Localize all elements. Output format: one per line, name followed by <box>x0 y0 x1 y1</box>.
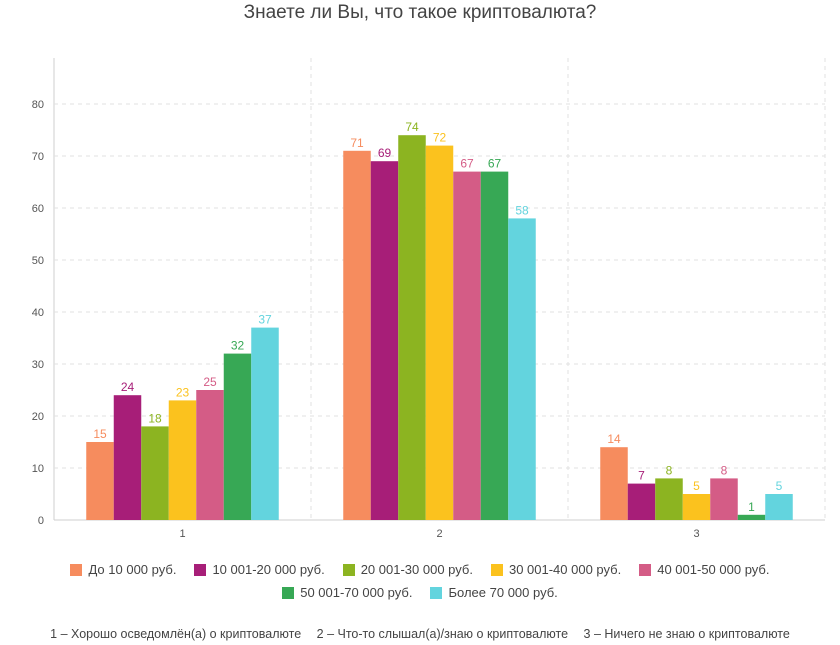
bar <box>370 161 399 520</box>
data-label: 5 <box>776 479 783 493</box>
data-label: 7 <box>638 469 645 483</box>
category-footnotes: 1 – Хорошо осведомлён(а) о криптовалюте … <box>0 627 840 641</box>
legend-item[interactable]: 40 001-50 000 руб. <box>639 562 770 577</box>
bar <box>196 390 224 520</box>
data-label: 71 <box>350 136 364 150</box>
legend-swatch <box>194 563 207 576</box>
data-label: 58 <box>515 203 529 217</box>
data-label: 72 <box>433 131 447 145</box>
bar <box>627 483 656 520</box>
y-tick-label: 80 <box>32 99 44 111</box>
legend-row: До 10 000 руб. 10 001-20 000 руб. 20 001-3… <box>0 562 840 577</box>
bar-chart: 0102030405060708015241823253237171697472… <box>32 58 826 540</box>
data-label: 8 <box>721 463 728 477</box>
legend-swatch <box>342 563 355 576</box>
legend-swatch <box>70 563 83 576</box>
chart-title: Знаете ли Вы, что такое криптовалюта? <box>243 2 597 23</box>
data-label: 15 <box>93 427 107 441</box>
y-tick-label: 50 <box>32 255 44 267</box>
legend: До 10 000 руб. 10 001-20 000 руб. 20 001-3… <box>0 562 840 608</box>
bar <box>168 400 197 520</box>
bar <box>480 171 509 520</box>
data-label: 37 <box>258 313 272 327</box>
legend-label: До 10 000 руб. <box>88 562 177 577</box>
legend-label: 10 001-20 000 руб. <box>212 562 325 577</box>
bar <box>682 494 711 520</box>
y-tick-label: 10 <box>32 463 44 475</box>
legend-label: 50 001-70 000 руб. <box>300 585 413 600</box>
legend-label: 30 001-40 000 руб. <box>508 562 622 577</box>
data-label: 23 <box>176 385 190 399</box>
data-label: 74 <box>405 120 419 134</box>
legend-item[interactable]: Более 70 000 руб. <box>430 585 558 600</box>
legend-item[interactable]: 10 001-20 000 руб. <box>194 562 325 577</box>
x-tick-label: 3 <box>693 528 699 540</box>
x-tick-label: 2 <box>436 528 442 540</box>
data-label: 67 <box>460 157 474 171</box>
legend-item[interactable]: 50 001-70 000 руб. <box>282 585 412 600</box>
data-label: 5 <box>693 479 700 493</box>
data-label: 32 <box>231 339 245 353</box>
data-label: 69 <box>378 146 392 160</box>
bar <box>113 395 142 520</box>
bar <box>765 494 793 520</box>
data-label: 18 <box>148 411 162 425</box>
bar <box>343 150 371 521</box>
y-tick-label: 30 <box>32 359 44 371</box>
y-tick-label: 40 <box>32 307 44 319</box>
data-label: 24 <box>121 380 135 394</box>
data-label: 67 <box>488 157 502 171</box>
bar <box>600 447 628 520</box>
y-tick-label: 0 <box>38 515 44 527</box>
legend-item[interactable]: До 10 000 руб. <box>70 562 176 577</box>
legend-row: 50 001-70 000 руб. Более 70 000 руб. <box>0 585 840 600</box>
bar <box>251 327 279 520</box>
data-label: 25 <box>203 375 217 389</box>
bar <box>737 514 766 520</box>
footnote-3: 3 – Ничего не знаю о криптовалюте <box>583 627 790 641</box>
data-label: 8 <box>666 463 673 477</box>
bar <box>425 145 454 520</box>
data-label: 14 <box>607 432 621 446</box>
data-label: 1 <box>748 500 755 514</box>
bar <box>141 426 169 520</box>
bar <box>655 478 683 520</box>
legend-swatch <box>430 586 443 599</box>
legend-swatch <box>490 563 503 576</box>
bar <box>86 442 114 520</box>
bar <box>508 218 536 520</box>
legend-item[interactable]: 30 001-40 000 руб. <box>490 562 622 577</box>
bar <box>398 135 426 520</box>
footnote-2: 2 – Что-то слышал(а)/знаю о криптовалюте <box>316 627 569 641</box>
bar <box>223 353 252 520</box>
legend-swatch <box>639 563 652 576</box>
legend-swatch <box>282 586 295 599</box>
legend-label: Более 70 000 руб. <box>448 585 558 600</box>
x-tick-label: 1 <box>179 528 185 540</box>
legend-item[interactable]: 20 001-30 000 руб. <box>342 562 473 577</box>
bar <box>453 171 481 520</box>
y-tick-label: 60 <box>32 203 44 215</box>
legend-label: 40 001-50 000 руб. <box>657 562 770 577</box>
footnote-1: 1 – Хорошо осведомлён(а) о криптовалюте <box>50 627 302 641</box>
legend-label: 20 001-30 000 руб. <box>360 562 473 577</box>
bar <box>710 478 738 520</box>
y-tick-label: 20 <box>32 411 44 423</box>
y-tick-label: 70 <box>32 151 44 163</box>
